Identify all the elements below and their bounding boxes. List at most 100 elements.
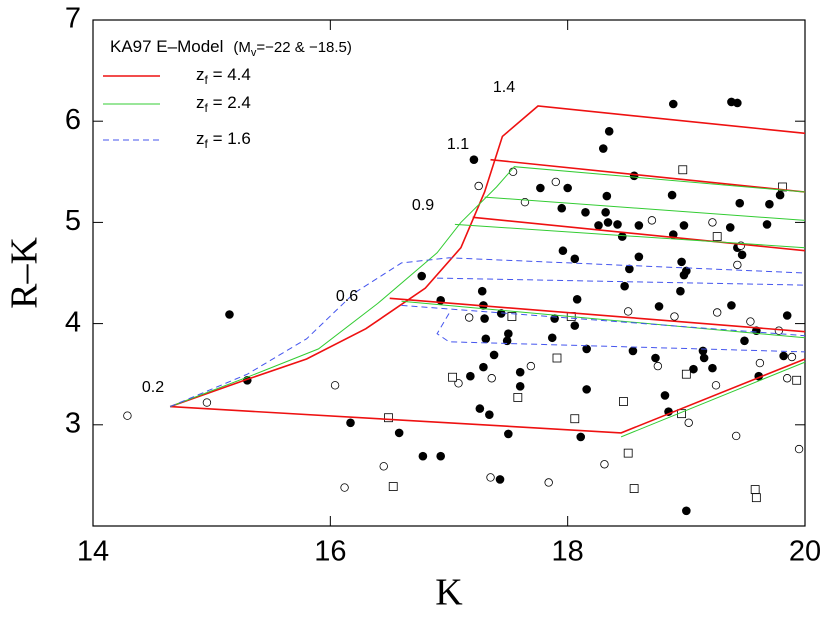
point — [711, 381, 721, 390]
point — [712, 232, 722, 241]
point — [708, 363, 717, 373]
legend-label: zf = 1.6 — [196, 129, 251, 151]
point — [654, 302, 664, 311]
point — [436, 451, 445, 461]
point — [725, 223, 735, 232]
point — [775, 190, 785, 200]
point — [475, 404, 485, 413]
annotation: 0.2 — [142, 379, 164, 396]
point — [778, 182, 787, 192]
point — [684, 418, 693, 427]
point — [547, 333, 557, 343]
point — [681, 369, 691, 379]
point — [600, 460, 609, 469]
point — [418, 451, 428, 461]
point — [480, 314, 489, 323]
legend-label-part: z — [196, 93, 205, 112]
y-tick-label: 7 — [65, 3, 81, 35]
point — [676, 286, 685, 296]
y-tick-label: 3 — [65, 407, 81, 439]
point — [727, 301, 736, 310]
legend-title-part: v — [251, 47, 257, 59]
point — [570, 414, 580, 424]
point — [677, 257, 686, 267]
point — [668, 99, 678, 109]
point — [330, 381, 340, 390]
model-line — [169, 257, 806, 408]
point — [507, 312, 517, 321]
point — [634, 252, 644, 262]
point — [346, 418, 355, 428]
point — [779, 351, 788, 361]
legend-label-part: f — [205, 73, 209, 87]
point — [629, 484, 639, 493]
point — [394, 428, 404, 438]
point — [379, 462, 388, 471]
point — [651, 353, 660, 363]
point — [629, 171, 639, 181]
x-tick-label: 20 — [789, 536, 821, 568]
point — [469, 155, 479, 164]
annotation: 0.9 — [412, 197, 434, 214]
point — [576, 432, 586, 442]
point — [340, 483, 349, 492]
point — [486, 473, 495, 482]
point — [708, 218, 717, 227]
point — [794, 444, 804, 454]
point — [667, 190, 677, 200]
point — [735, 198, 745, 208]
point — [634, 221, 644, 230]
point — [617, 232, 627, 241]
point — [628, 346, 638, 356]
point — [487, 374, 496, 383]
annotation: 1.1 — [447, 136, 469, 153]
point — [601, 207, 610, 217]
point — [783, 374, 792, 383]
point — [604, 127, 614, 136]
point — [448, 372, 457, 382]
legend-title: KA97 E–Model (Mv=−22 & −18.5) — [110, 37, 352, 58]
point — [603, 218, 613, 227]
point — [625, 264, 634, 274]
point — [751, 493, 761, 503]
point — [699, 353, 709, 363]
point — [689, 364, 698, 374]
point — [660, 391, 670, 400]
point — [620, 281, 629, 291]
x-axis-label: K — [435, 572, 463, 614]
point — [619, 397, 628, 406]
point — [712, 308, 722, 317]
point — [737, 250, 747, 260]
point — [623, 307, 633, 316]
point — [515, 382, 525, 391]
point — [384, 413, 393, 423]
point — [504, 429, 513, 439]
point — [682, 266, 691, 276]
point — [581, 207, 590, 217]
legend-label-part: z — [196, 65, 205, 84]
y-tick-label: 4 — [65, 306, 81, 338]
point — [123, 411, 132, 420]
legend-title-part: =−22 & −18.5) — [256, 39, 352, 56]
x-tick-label: 18 — [552, 536, 584, 568]
legend-label-part: z — [196, 129, 205, 148]
point — [733, 98, 742, 108]
model-line — [169, 166, 806, 438]
point — [678, 165, 688, 175]
annotation: 0.6 — [336, 288, 358, 305]
point — [481, 334, 491, 344]
legend-label-part: = 4.4 — [208, 65, 251, 84]
point — [515, 367, 525, 377]
point — [594, 221, 603, 230]
point — [479, 362, 488, 372]
point — [504, 329, 513, 339]
legend-label-part: = 2.4 — [208, 93, 251, 112]
point — [731, 431, 741, 441]
point — [489, 350, 499, 360]
point — [474, 181, 483, 191]
legend-label-part: f — [205, 101, 209, 115]
point — [495, 475, 505, 484]
point — [496, 309, 506, 318]
point — [485, 410, 494, 419]
point — [598, 144, 608, 153]
